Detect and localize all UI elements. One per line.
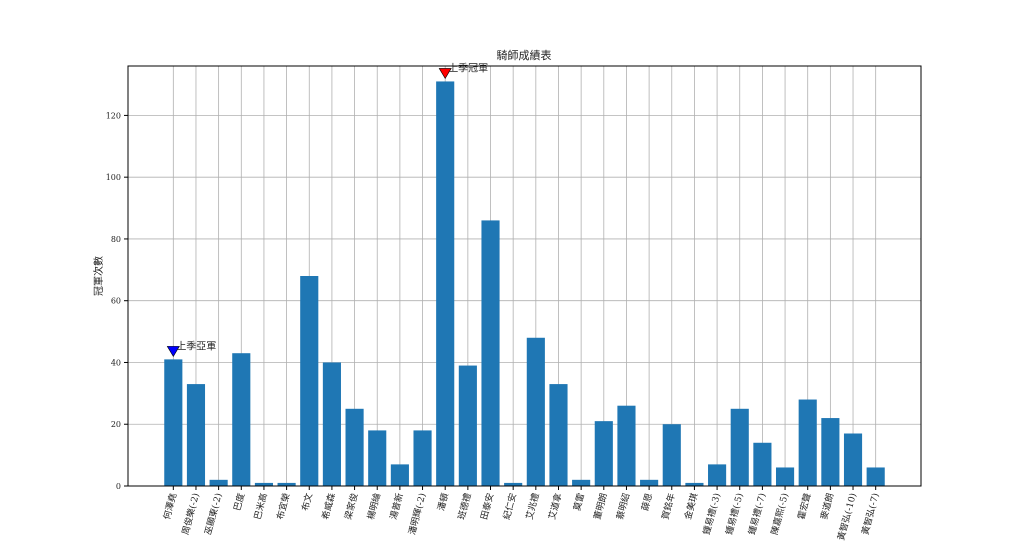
bar (164, 359, 183, 486)
y-tick-label: 60 (111, 297, 121, 306)
x-tick-label: 賀銘年 (659, 492, 678, 521)
x-tick-label: 董明朗 (591, 492, 610, 521)
bar (322, 362, 341, 486)
x-tick-label: 巴米高 (251, 492, 270, 521)
x-tick-label: 巴度 (231, 492, 247, 513)
bar (821, 418, 840, 486)
x-tick-label: 鍾易禮(-5) (723, 492, 746, 536)
bar (277, 482, 296, 486)
bar (798, 399, 817, 486)
bar (662, 424, 681, 486)
x-tick-label: 艾兆禮 (523, 492, 542, 521)
bar (413, 430, 432, 486)
x-tick-label: 潘頓 (435, 492, 451, 513)
annotation-text: 上季冠軍 (448, 62, 488, 74)
bar (843, 433, 863, 486)
x-tick-label: 田泰安 (478, 492, 497, 521)
bar (390, 464, 409, 486)
bar (730, 408, 749, 486)
bar (526, 337, 545, 486)
bar (708, 464, 727, 486)
x-tick-label: 布文 (299, 492, 315, 513)
y-tick-label: 40 (111, 358, 121, 367)
x-tick-label: 陳嘉熙(-5) (768, 492, 791, 536)
bar (617, 405, 636, 486)
y-tick-label: 80 (111, 235, 121, 244)
x-tick-label: 希威森 (319, 492, 338, 521)
bar (481, 220, 500, 487)
annotation-text: 上季亞軍 (176, 340, 216, 352)
x-tick-label: 黃智弘(-7) (859, 492, 882, 536)
x-tick-label: 潘明輝(-2) (406, 492, 429, 536)
annotation-marker (438, 68, 452, 80)
x-tick-label: 艾道拿 (546, 492, 565, 521)
bar (368, 430, 387, 486)
x-tick-label: 麥道朗 (818, 492, 837, 521)
x-tick-label: 巫顯東(-2) (202, 492, 225, 536)
bar (458, 365, 477, 486)
annotation-marker (166, 346, 180, 357)
plot-frame (127, 65, 922, 487)
x-tick-label: 紀仁安 (500, 492, 519, 521)
x-tick-label: 莫雷 (571, 492, 587, 513)
x-tick-label: 黃智弘(-10) (835, 492, 859, 542)
bar (254, 482, 274, 486)
bar (186, 384, 206, 486)
bar (753, 442, 772, 486)
y-tick-label: 20 (111, 420, 121, 429)
x-tick-label: 鍾易禮(-7) (746, 492, 769, 536)
y-tick-label: 120 (106, 111, 121, 120)
chart-title: 騎師成績表 (497, 48, 552, 62)
bar (504, 482, 523, 486)
y-axis-label: 冠軍次數 (92, 256, 105, 296)
bar (436, 81, 455, 487)
bar (572, 479, 591, 486)
x-tick-label: 班德禮 (455, 492, 474, 521)
bar (640, 479, 659, 486)
bar (594, 421, 613, 486)
x-tick-label: 金美琪 (682, 492, 701, 521)
y-tick-label: 0 (116, 482, 121, 491)
x-tick-label: 楊明綸 (365, 492, 384, 521)
bar (775, 467, 795, 486)
y-tick-label: 100 (106, 173, 121, 182)
x-tick-label: 何澤堯 (161, 492, 180, 521)
x-tick-label: 湯普新 (387, 492, 406, 521)
x-tick-label: 蔡明紹 (614, 492, 633, 521)
bar (345, 408, 364, 486)
bar (866, 467, 885, 486)
bar (232, 353, 251, 486)
x-tick-label: 鍾易禮(-3) (700, 492, 723, 536)
bar (685, 482, 704, 486)
x-tick-label: 梁家俊 (342, 492, 361, 521)
bar (300, 276, 319, 486)
x-tick-label: 周俊樂(-2) (179, 492, 202, 536)
x-tick-label: 布宜榮 (274, 492, 293, 521)
x-tick-label: 薛恩 (639, 492, 655, 513)
bar (209, 479, 228, 486)
bar (549, 384, 568, 486)
x-tick-label: 霍宏聲 (795, 492, 814, 521)
